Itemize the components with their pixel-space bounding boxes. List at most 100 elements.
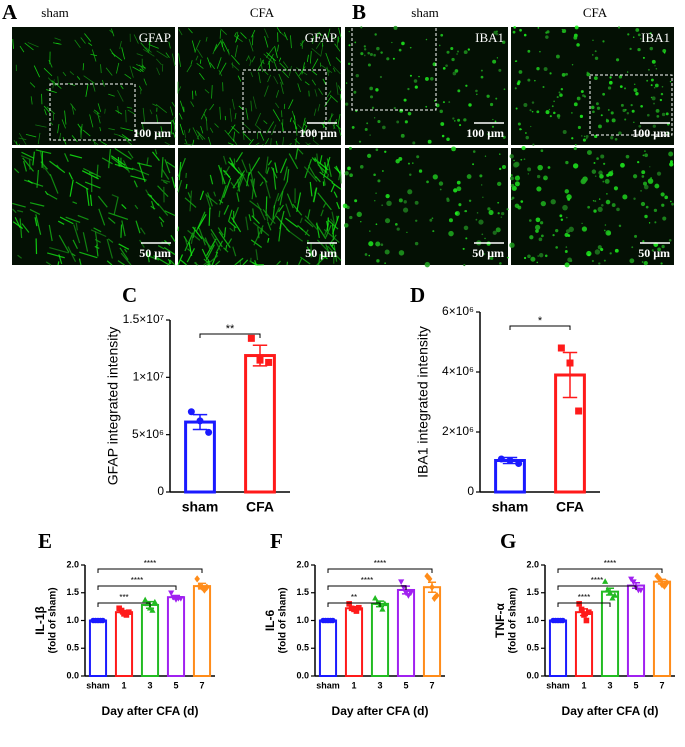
- fiber: [309, 181, 313, 197]
- data-point: [379, 606, 386, 612]
- cell: [564, 262, 570, 268]
- cell: [649, 166, 651, 168]
- x-tick-label: 5: [173, 680, 178, 690]
- bar: [626, 584, 646, 677]
- data-point: [151, 598, 158, 605]
- fiber: [227, 209, 233, 222]
- cell: [553, 111, 556, 115]
- cell: [416, 155, 420, 159]
- panel-letter: D: [410, 283, 425, 307]
- fiber: [263, 120, 268, 125]
- cell: [651, 59, 656, 64]
- cell: [459, 124, 462, 127]
- data-point: [506, 457, 514, 464]
- cell: [611, 203, 616, 208]
- fiber: [272, 57, 278, 71]
- cell: [657, 247, 661, 252]
- fiber: [223, 204, 230, 215]
- cell: [364, 48, 367, 51]
- fiber: [84, 181, 101, 189]
- fiber: [149, 109, 153, 115]
- cell: [373, 117, 376, 119]
- fiber: [143, 78, 147, 86]
- fiber: [142, 107, 145, 122]
- data-point: [586, 609, 592, 615]
- cell: [448, 230, 454, 237]
- fiber: [131, 167, 150, 176]
- cell: [653, 102, 655, 105]
- data-point: [515, 460, 523, 467]
- fiber: [132, 66, 142, 72]
- fiber: [189, 190, 193, 212]
- cell: [479, 174, 483, 178]
- cell: [610, 136, 614, 140]
- cell: [633, 88, 638, 92]
- cell: [537, 255, 539, 257]
- fiber: [171, 176, 176, 189]
- cell: [606, 173, 610, 177]
- fiber: [100, 64, 102, 74]
- cell: [528, 219, 532, 222]
- data-point: [126, 609, 132, 615]
- cell: [453, 188, 458, 193]
- cell: [598, 262, 601, 265]
- cell: [633, 121, 635, 124]
- cell: [618, 131, 622, 135]
- fiber: [205, 244, 215, 261]
- cell: [514, 181, 520, 187]
- cell: [347, 62, 351, 66]
- fiber: [196, 129, 204, 141]
- fiber: [46, 106, 56, 115]
- cell: [380, 51, 383, 54]
- cell: [594, 249, 601, 255]
- data-point: [602, 578, 609, 584]
- fiber: [295, 137, 297, 146]
- panel-letter: B: [352, 0, 366, 24]
- cell: [599, 174, 604, 179]
- fiber: [161, 157, 164, 178]
- fiber: [164, 159, 171, 174]
- cell: [642, 56, 645, 59]
- fiber: [288, 99, 294, 110]
- fiber: [279, 190, 284, 206]
- data-point: [583, 617, 590, 624]
- significance-bracket: [97, 602, 151, 607]
- fiber: [108, 128, 115, 131]
- scale-label: 100 μm: [632, 126, 670, 140]
- y-tick-label: 6×10⁶: [442, 304, 474, 318]
- fiber: [252, 208, 255, 217]
- fiber: [139, 64, 145, 71]
- fiber: [199, 59, 202, 64]
- fiber: [192, 226, 203, 240]
- fiber: [234, 257, 244, 266]
- cell: [353, 90, 357, 94]
- fiber: [334, 166, 341, 174]
- cell: [503, 88, 506, 91]
- fiber: [74, 39, 81, 49]
- fiber: [326, 113, 334, 124]
- cell: [535, 229, 539, 233]
- fiber: [276, 260, 281, 266]
- cell: [495, 97, 498, 100]
- fiber: [139, 239, 145, 248]
- fiber: [278, 204, 284, 213]
- cell: [650, 84, 653, 87]
- cell: [441, 134, 445, 138]
- fiber: [200, 108, 207, 120]
- fiber: [274, 162, 278, 173]
- x-tick-label: 7: [659, 680, 664, 690]
- fiber: [302, 125, 308, 137]
- cell: [545, 35, 549, 39]
- column-header: sham: [41, 5, 68, 20]
- cell: [650, 78, 654, 82]
- cell: [655, 68, 658, 70]
- significance-label: **: [226, 323, 235, 335]
- significance-label: ****: [361, 576, 373, 585]
- significance-label: *: [538, 315, 543, 327]
- fiber: [203, 260, 210, 266]
- cell: [501, 40, 506, 44]
- fiber: [251, 215, 260, 225]
- cell: [592, 39, 594, 41]
